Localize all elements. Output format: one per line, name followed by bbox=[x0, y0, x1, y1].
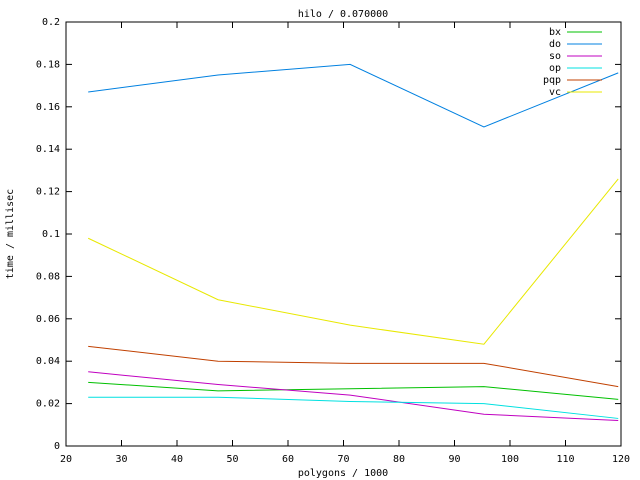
x-tick-label: 100 bbox=[501, 454, 519, 465]
legend-label: bx bbox=[549, 27, 561, 38]
y-tick-label: 0.1 bbox=[42, 229, 60, 240]
y-tick-label: 0.14 bbox=[36, 144, 60, 155]
legend-label: vc bbox=[549, 87, 561, 98]
x-tick-label: 90 bbox=[448, 454, 460, 465]
y-tick-label: 0.2 bbox=[42, 17, 60, 28]
plot-frame bbox=[65, 21, 622, 447]
x-tick-label: 20 bbox=[60, 454, 72, 465]
y-tick-label: 0.08 bbox=[36, 271, 60, 282]
y-tick-label: 0 bbox=[54, 441, 60, 452]
chart-title: hilo / 0.070000 bbox=[298, 9, 388, 20]
series-line bbox=[87, 178, 619, 345]
x-tick-label: 120 bbox=[612, 454, 630, 465]
legend-label: do bbox=[549, 39, 561, 50]
y-tick-label: 0.02 bbox=[36, 399, 60, 410]
y-tick-label: 0.06 bbox=[36, 314, 60, 325]
x-tick-label: 110 bbox=[556, 454, 574, 465]
series-line bbox=[88, 371, 619, 422]
y-tick-label: 0.04 bbox=[36, 356, 60, 367]
legend-label: so bbox=[549, 51, 561, 62]
legend-label: pqp bbox=[543, 75, 561, 86]
x-tick-label: 30 bbox=[115, 454, 127, 465]
y-tick-label: 0.18 bbox=[36, 59, 60, 70]
y-tick-label: 0.16 bbox=[36, 102, 60, 113]
y-tick-label: 0.12 bbox=[36, 187, 60, 198]
x-tick-label: 60 bbox=[282, 454, 294, 465]
legend-label: op bbox=[549, 63, 561, 74]
x-tick-label: 50 bbox=[226, 454, 238, 465]
x-axis-label: polygons / 1000 bbox=[298, 468, 388, 479]
series-line bbox=[88, 381, 619, 400]
x-tick-label: 80 bbox=[393, 454, 405, 465]
series-line bbox=[88, 63, 619, 128]
y-axis-label: time / millisec bbox=[5, 189, 16, 279]
series-line bbox=[88, 396, 619, 419]
series-line bbox=[88, 345, 619, 388]
x-tick-label: 70 bbox=[337, 454, 349, 465]
x-tick-label: 40 bbox=[171, 454, 183, 465]
